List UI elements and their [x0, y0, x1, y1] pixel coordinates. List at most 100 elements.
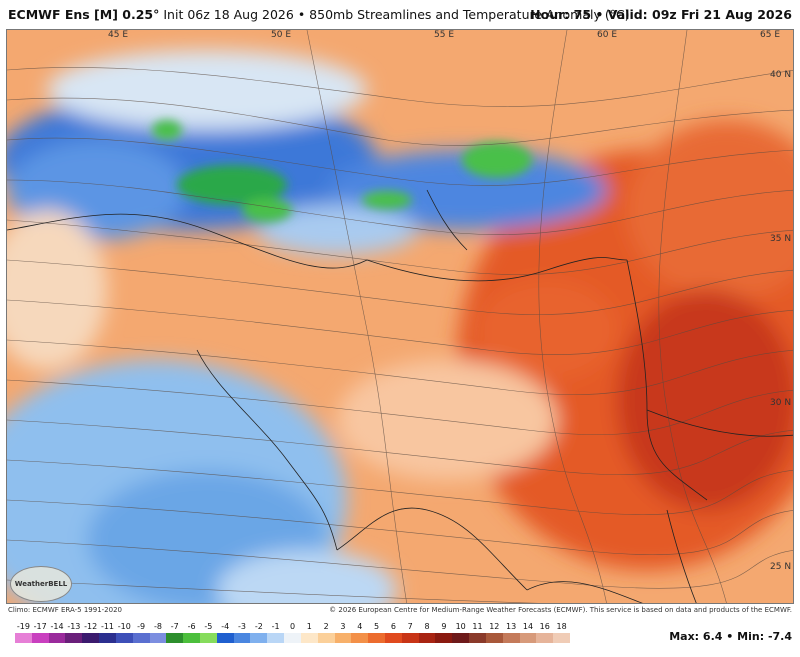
colorbar-swatch [553, 633, 571, 643]
colorbar-tick-label: -3 [238, 622, 247, 631]
colorbar-swatch [233, 633, 251, 643]
colorbar-tick-label: 10 [455, 622, 466, 631]
weather-map [6, 29, 794, 604]
climo-note: Climo: ECMWF ERA-5 1991-2020 [8, 606, 122, 614]
colorbar-tick-label: 0 [289, 622, 296, 631]
colorbar-swatch [536, 633, 554, 643]
colorbar-swatch [401, 633, 420, 643]
colorbar-swatch [502, 633, 521, 643]
cold-core [152, 120, 532, 222]
colorbar-tick-label: 13 [506, 622, 517, 631]
colorbar-swatch [200, 633, 218, 643]
colorbar-tick-label: 14 [522, 622, 534, 631]
colorbar-tick-label: -8 [153, 622, 162, 631]
lon-label-45: 45 E [108, 30, 128, 40]
colorbar-swatch [31, 633, 50, 643]
streamlines [7, 30, 793, 603]
colorbar-tick-label: 4 [357, 622, 363, 631]
lon-label-50: 50 E [271, 30, 291, 40]
model-name: ECMWF Ens [M] 0.25° [8, 7, 160, 22]
colorbar-swatch [65, 633, 83, 643]
init-time: Init 06z 18 Aug 2026 [163, 7, 294, 22]
colorbar-tick-label: 16 [539, 622, 550, 631]
colorbar-tick-label: -11 [100, 622, 115, 631]
map-canvas [7, 30, 793, 603]
map-title: ECMWF Ens [M] 0.25° Init 06z 18 Aug 2026… [8, 7, 630, 22]
colorbar-tick-label: 11 [472, 622, 483, 631]
colorbar-swatch [284, 633, 302, 643]
colorbar-swatch [82, 633, 100, 643]
colorbar-swatch [469, 633, 487, 643]
colorbar: -19 -17 -14 -13 -12 -11 -10 -9 -8 -7 -6 -5 -4 -3 -2 -1 0… [15, 622, 571, 650]
colorbar-swatch [452, 633, 470, 643]
colorbar-swatch [300, 633, 319, 643]
colorbar-tick-label: 3 [340, 622, 346, 631]
lon-label-65: 65 E [760, 30, 780, 40]
colorbar-tick-label: -13 [67, 622, 81, 631]
lat-label-30: 30 N [770, 398, 792, 408]
colorbar-tick-label: 8 [424, 622, 430, 631]
colorbar-tick-label: -7 [170, 622, 179, 631]
colorbar-tick-label: -17 [33, 622, 47, 631]
anomaly-field [7, 50, 793, 603]
colorbar-swatch [519, 633, 537, 643]
colorbar-swatch [216, 633, 235, 643]
product-name: 850mb Streamlines and Temperature Anomal… [309, 7, 630, 22]
colorbar-swatch [267, 633, 285, 643]
colorbar-swatch [368, 633, 386, 643]
lon-label-55: 55 E [434, 30, 454, 40]
min-label: Min: [737, 630, 765, 643]
valid-info: Hour: 75 • Valid: 09z Fri 21 Aug 2026 [530, 7, 792, 22]
colorbar-tick-label: 6 [390, 622, 396, 631]
min-value: -7.4 [767, 630, 792, 643]
colorbar-tick-label: 7 [407, 622, 413, 631]
colorbar-tick-label: -12 [84, 622, 98, 631]
lat-label-25: 25 N [770, 562, 792, 572]
colorbar-tick-label: -1 [271, 622, 280, 631]
colorbar-tick-label: -5 [204, 622, 213, 631]
colorbar-tick-label: 12 [489, 622, 500, 631]
colorbar-swatch [351, 633, 369, 643]
colorbar-swatch [149, 633, 167, 643]
colorbar-swatch [15, 633, 33, 643]
max-label: Max: [669, 630, 700, 643]
max-min-stats: Max: 6.4 • Min: -7.4 [669, 630, 792, 643]
ecmwf-credit: © 2026 European Centre for Medium-Range … [329, 606, 792, 614]
lat-label-35: 35 N [770, 234, 792, 244]
weatherbell-logo: WeatherBELL [10, 566, 72, 602]
colorbar-swatch [99, 633, 117, 643]
colorbar-tick-label: -19 [16, 622, 30, 631]
lat-label-40: 40 N [770, 70, 792, 80]
colorbar-swatch [385, 633, 403, 643]
header-bar: ECMWF Ens [M] 0.25° Init 06z 18 Aug 2026… [0, 0, 800, 28]
valid-time: Valid: 09z Fri 21 Aug 2026 [607, 7, 792, 22]
stats-bullet: • [726, 630, 734, 643]
colorbar-tick-label: -6 [187, 622, 196, 631]
valid-bullet: • [595, 7, 604, 22]
colorbar-tick-label: 9 [441, 622, 447, 631]
max-value: 6.4 [702, 630, 723, 643]
colorbar-tick-label: -14 [50, 622, 64, 631]
colorbar-tick-label: -9 [137, 622, 146, 631]
colorbar-tick-label: 5 [374, 622, 380, 631]
colorbar-swatch [183, 633, 201, 643]
colorbar-tick-label: 2 [323, 622, 329, 631]
colorbar-swatch [250, 633, 268, 643]
colorbar-tick-label: -10 [117, 622, 131, 631]
colorbar-swatch [115, 633, 134, 643]
colorbar-tick-label: -2 [254, 622, 263, 631]
colorbar-swatch [166, 633, 184, 643]
colorbar-swatch [418, 633, 436, 643]
colorbar-swatch [334, 633, 352, 643]
forecast-hour: Hour: 75 [530, 7, 592, 22]
colorbar-swatch [48, 633, 66, 643]
colorbar-swatch [485, 633, 504, 643]
colorbar-tick-label: -4 [221, 622, 230, 631]
colorbar-tick-label: 18 [556, 622, 567, 631]
colorbar-swatch [317, 633, 336, 643]
colorbar-swatch [132, 633, 151, 643]
colorbar-swatch [435, 633, 453, 643]
title-bullet: • [297, 7, 306, 22]
lon-label-60: 60 E [597, 30, 617, 40]
colorbar-tick-label: 1 [306, 622, 312, 631]
